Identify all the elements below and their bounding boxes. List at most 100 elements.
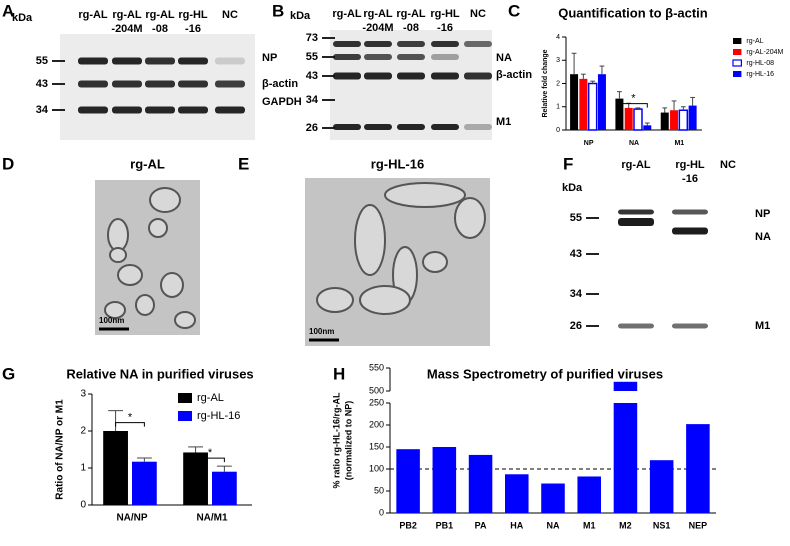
band xyxy=(431,124,459,130)
lane-label: rg-AL xyxy=(112,9,142,21)
bar xyxy=(468,454,493,513)
bar xyxy=(613,403,638,513)
x-tick-label: NP xyxy=(584,140,594,147)
bar xyxy=(613,381,638,391)
y-tick-label: 1 xyxy=(80,463,86,474)
y-tick-label: 0 xyxy=(379,507,384,517)
virion xyxy=(107,218,129,252)
y-tick-label: 2 xyxy=(80,426,86,437)
band xyxy=(215,106,245,114)
virion xyxy=(422,251,448,273)
band xyxy=(431,54,459,60)
lane-label: rg-AL xyxy=(621,159,651,171)
error-bar xyxy=(216,465,232,472)
significance-bracket xyxy=(115,422,145,427)
band xyxy=(364,41,392,47)
bar xyxy=(132,461,157,505)
panel-letter: B xyxy=(272,1,284,20)
bar xyxy=(678,109,689,131)
y-tick-label: 100 xyxy=(369,463,384,473)
band xyxy=(672,227,708,235)
legend-swatch xyxy=(732,59,742,67)
band xyxy=(333,124,361,130)
legend-label: rg-HL-08 xyxy=(746,60,774,67)
lane-label: rg-AL xyxy=(78,9,108,21)
significance-bracket xyxy=(618,103,648,108)
band-label: GAPDH xyxy=(262,96,302,108)
lane-label: -08 xyxy=(403,22,419,34)
mw-marker: 26 xyxy=(570,320,582,332)
band xyxy=(78,106,108,114)
panel-letter: C xyxy=(508,1,520,20)
x-tick-label: HA xyxy=(510,520,523,530)
legend-label: rg-AL-204M xyxy=(746,49,783,56)
legend-swatch xyxy=(733,49,742,55)
virion xyxy=(148,218,168,238)
bar xyxy=(688,105,697,130)
virion xyxy=(454,197,486,239)
mw-marker: 43 xyxy=(36,78,48,90)
y-tick-label: 200 xyxy=(369,419,384,429)
error-bar xyxy=(671,100,677,111)
mw-marker: 26 xyxy=(306,122,318,134)
band xyxy=(333,72,361,80)
y-tick-label: 2 xyxy=(556,80,560,87)
lane-label: -08 xyxy=(152,23,168,35)
x-tick-label: NS1 xyxy=(653,520,671,530)
lane-label: -16 xyxy=(682,173,698,185)
bar xyxy=(579,78,588,130)
lane-label: rg-AL xyxy=(145,9,175,21)
y-tick-label: 4 xyxy=(556,34,560,41)
mw-marker: 43 xyxy=(570,248,582,260)
band-label: M1 xyxy=(496,116,511,128)
lane-label: NC xyxy=(222,9,238,21)
bar xyxy=(624,107,633,130)
band xyxy=(112,106,142,114)
significance-label: * xyxy=(631,93,636,105)
band xyxy=(78,57,108,65)
panel-letter: H xyxy=(333,364,345,383)
bar xyxy=(670,110,679,130)
bar xyxy=(432,447,457,513)
virion xyxy=(354,204,386,276)
bar xyxy=(577,476,601,513)
mw-marker: 34 xyxy=(570,288,583,300)
band xyxy=(464,41,492,47)
lane-label: -16 xyxy=(437,22,453,34)
legend-label: rg-HL-16 xyxy=(746,71,774,78)
virion xyxy=(384,182,466,208)
panel-letter: A xyxy=(2,1,14,20)
scale-label: 100nm xyxy=(99,316,124,325)
legend-swatch xyxy=(733,38,742,44)
band-label: β-actin xyxy=(262,78,298,90)
band xyxy=(672,209,708,215)
lane-label: -204M xyxy=(111,23,142,35)
y-axis-label: Ratio of NA/NP or M1 xyxy=(55,399,66,500)
kda-label: kDa xyxy=(12,12,33,24)
band xyxy=(397,72,425,80)
panel-letter: D xyxy=(2,154,14,173)
significance-label: * xyxy=(208,447,213,459)
lane-label: rg-HL xyxy=(178,9,208,21)
y-tick-label: 500 xyxy=(369,385,384,395)
band-label: NA xyxy=(755,231,771,243)
kda-label: kDa xyxy=(290,10,311,22)
error-bar xyxy=(590,80,596,84)
bar xyxy=(615,98,624,130)
significance-bracket xyxy=(195,457,225,463)
mw-marker: 73 xyxy=(306,32,318,44)
micrograph-title: rg-HL-16 xyxy=(371,156,424,171)
lane-label: rg-AL xyxy=(396,8,426,20)
band xyxy=(364,72,392,80)
legend-swatch xyxy=(178,411,192,421)
error-bar xyxy=(662,107,668,113)
lane-label: NC xyxy=(470,8,486,20)
mw-marker: 55 xyxy=(36,55,48,67)
y-tick-label: 0 xyxy=(80,500,86,511)
virion xyxy=(117,264,143,286)
bar xyxy=(212,471,237,505)
bar xyxy=(643,125,652,130)
virion xyxy=(135,294,155,316)
band xyxy=(178,57,208,65)
x-tick-label: NEP xyxy=(689,520,708,530)
